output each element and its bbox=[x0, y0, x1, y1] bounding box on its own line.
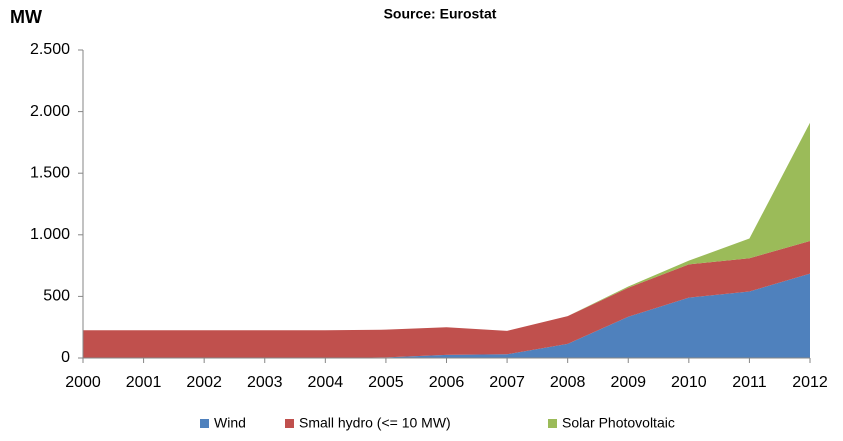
area bbox=[83, 273, 810, 358]
y-tick-label: 1.000 bbox=[30, 226, 70, 243]
x-tick-label: 2001 bbox=[126, 374, 162, 391]
area bbox=[83, 240, 810, 358]
legend-label: Small hydro (<= 10 MW) bbox=[299, 415, 451, 431]
legend-swatch bbox=[285, 419, 294, 428]
x-tick-label: 2006 bbox=[429, 374, 465, 391]
x-tick-label: 2000 bbox=[65, 374, 101, 391]
x-tick-label: 2008 bbox=[550, 374, 586, 391]
x-tick-label: 2012 bbox=[792, 374, 828, 391]
y-tick-label: 2.000 bbox=[30, 103, 70, 120]
x-tick-label: 2009 bbox=[610, 374, 646, 391]
x-tick-label: 2011 bbox=[732, 374, 767, 391]
x-tick-label: 2004 bbox=[308, 374, 344, 391]
y-tick-label: 0 bbox=[61, 349, 70, 366]
y-axis-label: MW bbox=[10, 7, 42, 27]
legend-swatch bbox=[200, 419, 209, 428]
x-tick-label: 2007 bbox=[489, 374, 525, 391]
x-tick-label: 2005 bbox=[368, 374, 404, 391]
y-tick-label: 2.500 bbox=[30, 41, 70, 58]
y-tick-label: 500 bbox=[43, 288, 70, 305]
y-tick-label: 1.500 bbox=[30, 164, 70, 181]
x-tick-label: 2003 bbox=[247, 374, 283, 391]
legend-swatch bbox=[548, 419, 557, 428]
x-tick-label: 2010 bbox=[671, 374, 707, 391]
legend-label: Wind bbox=[214, 415, 246, 431]
chart-title: Source: Eurostat bbox=[384, 6, 497, 22]
legend-label: Solar Photovoltaic bbox=[562, 415, 675, 431]
x-tick-label: 2002 bbox=[186, 374, 222, 391]
